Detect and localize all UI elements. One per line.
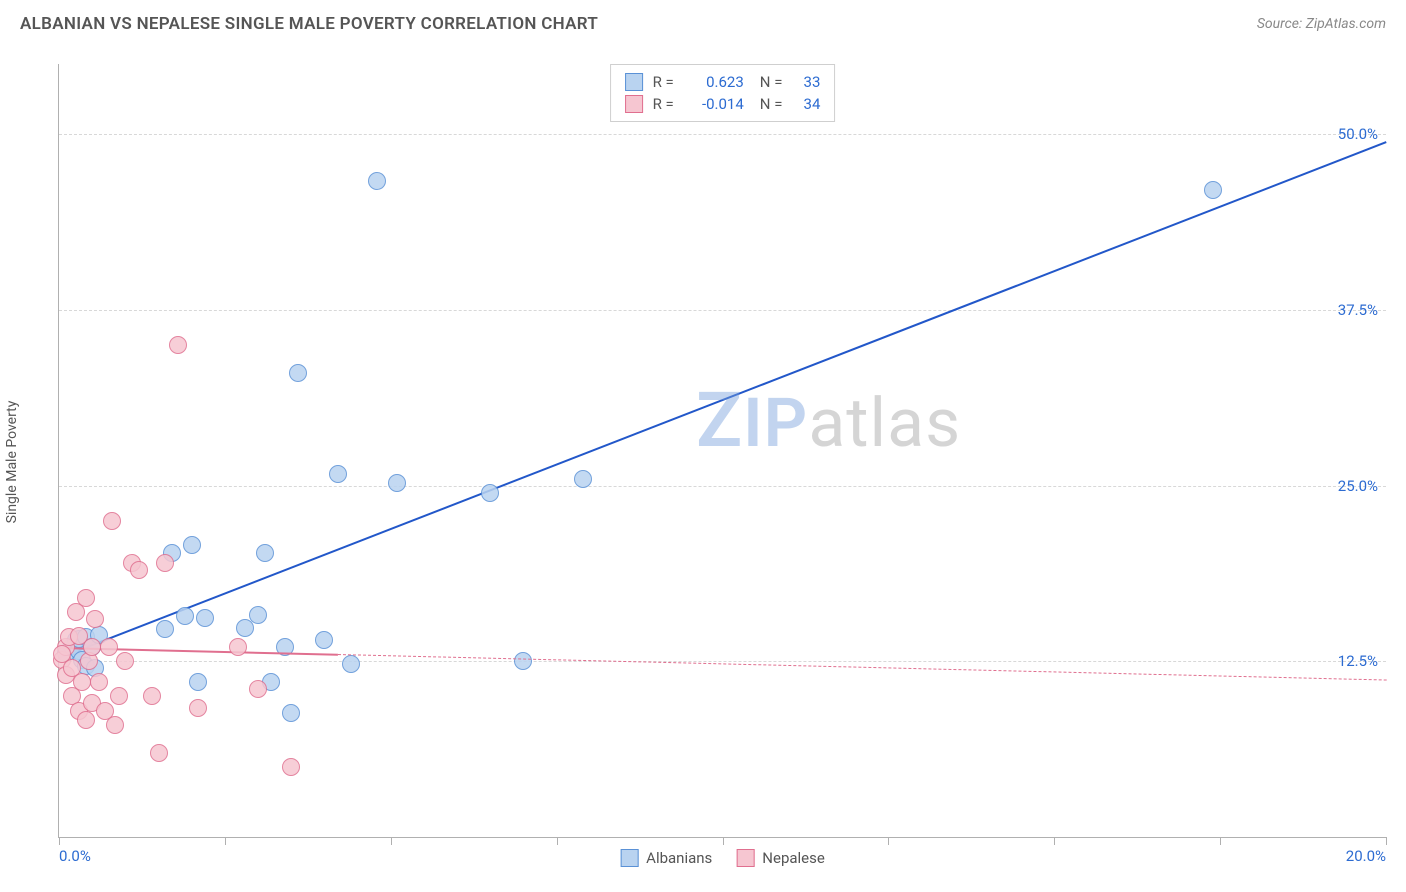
data-point	[249, 606, 267, 624]
data-point	[289, 364, 307, 382]
chart-title: ALBANIAN VS NEPALESE SINGLE MALE POVERTY…	[20, 14, 598, 34]
r-value-albanians: 0.623	[684, 73, 744, 91]
y-tick-label: 50.0%	[1338, 125, 1378, 143]
data-point	[77, 589, 95, 607]
data-point	[481, 484, 499, 502]
swatch-nepalese-icon	[736, 849, 754, 867]
x-tick	[225, 837, 226, 845]
x-tick	[1386, 837, 1387, 845]
data-point	[83, 638, 101, 656]
chart-container: Single Male Poverty ZIPatlas R = 0.623 N…	[20, 44, 1386, 880]
gridline	[59, 134, 1386, 135]
data-point	[130, 561, 148, 579]
legend-label-nepalese: Nepalese	[762, 849, 825, 867]
watermark: ZIPatlas	[696, 375, 961, 465]
x-tick	[1054, 837, 1055, 845]
x-tick	[59, 837, 60, 845]
data-point	[73, 673, 91, 691]
data-point	[282, 758, 300, 776]
data-point	[229, 638, 247, 656]
data-point	[156, 620, 174, 638]
x-tick-label-max: 20.0%	[1346, 847, 1386, 865]
r-value-nepalese: -0.014	[684, 95, 744, 113]
data-point	[169, 336, 187, 354]
y-tick-label: 37.5%	[1338, 301, 1378, 319]
x-tick	[723, 837, 724, 845]
data-point	[315, 631, 333, 649]
x-tick-label-min: 0.0%	[59, 847, 91, 865]
data-point	[342, 655, 360, 673]
data-point	[86, 610, 104, 628]
data-point	[90, 673, 108, 691]
data-point	[183, 536, 201, 554]
data-point	[189, 673, 207, 691]
data-point	[156, 554, 174, 572]
data-point	[1204, 181, 1222, 199]
data-point	[53, 645, 71, 663]
trend-line	[338, 654, 1386, 681]
gridline	[59, 661, 1386, 662]
legend-label-albanians: Albanians	[646, 849, 712, 867]
data-point	[143, 687, 161, 705]
data-point	[368, 172, 386, 190]
x-tick	[888, 837, 889, 845]
data-point	[106, 716, 124, 734]
plot-area: ZIPatlas R = 0.623 N = 33 R = -0.014 N =…	[58, 64, 1386, 838]
legend-item-albanians: Albanians	[620, 849, 712, 867]
y-axis-label: Single Male Poverty	[4, 401, 20, 524]
y-tick-label: 12.5%	[1338, 652, 1378, 670]
gridline	[59, 486, 1386, 487]
gridline	[59, 310, 1386, 311]
data-point	[116, 652, 134, 670]
swatch-albanians-icon	[620, 849, 638, 867]
trend-line	[59, 141, 1387, 659]
data-point	[388, 474, 406, 492]
data-point	[150, 744, 168, 762]
data-point	[574, 470, 592, 488]
y-tick-label: 25.0%	[1338, 477, 1378, 495]
data-point	[77, 711, 95, 729]
data-point	[100, 638, 118, 656]
data-point	[189, 699, 207, 717]
data-point	[110, 687, 128, 705]
data-point	[196, 609, 214, 627]
swatch-nepalese	[625, 95, 643, 113]
legend-item-nepalese: Nepalese	[736, 849, 825, 867]
source-label: Source: ZipAtlas.com	[1257, 16, 1386, 32]
series-legend: Albanians Nepalese	[620, 849, 825, 867]
data-point	[256, 544, 274, 562]
data-point	[514, 652, 532, 670]
x-tick	[1220, 837, 1221, 845]
legend-row-nepalese: R = -0.014 N = 34	[625, 93, 821, 115]
n-value-albanians: 33	[792, 73, 820, 91]
x-tick	[391, 837, 392, 845]
x-tick	[557, 837, 558, 845]
data-point	[249, 680, 267, 698]
data-point	[176, 607, 194, 625]
data-point	[329, 465, 347, 483]
data-point	[103, 512, 121, 530]
n-value-nepalese: 34	[792, 95, 820, 113]
legend-row-albanians: R = 0.623 N = 33	[625, 71, 821, 93]
data-point	[282, 704, 300, 722]
correlation-legend: R = 0.623 N = 33 R = -0.014 N = 34	[610, 64, 836, 122]
swatch-albanians	[625, 73, 643, 91]
